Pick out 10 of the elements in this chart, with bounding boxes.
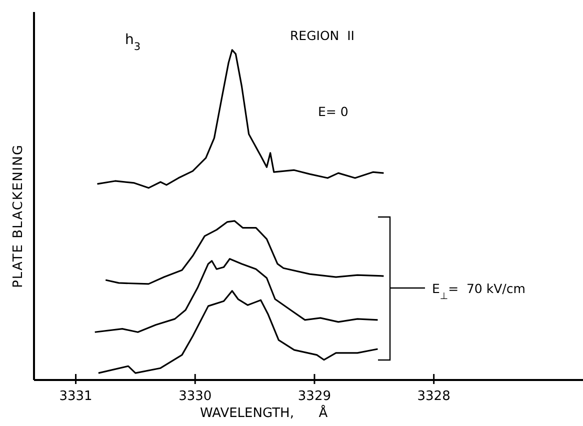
x-axis-title: WAVELENGTH, Å — [200, 404, 328, 421]
x-tick-label: 3329 — [298, 389, 332, 404]
x-tick-label: 3330 — [178, 389, 212, 404]
annotation: E= 0 — [318, 104, 348, 119]
annotation: E$_{⊥}$= 70 kV/cm — [432, 281, 526, 302]
y-axis-title: PLATE BLACKENING — [11, 144, 26, 288]
text: REGION II — [290, 28, 354, 43]
x-tick-label: 3328 — [417, 389, 450, 404]
annotation: h$_{3}$ — [125, 32, 141, 53]
x-tick-label: 3331 — [59, 389, 92, 404]
